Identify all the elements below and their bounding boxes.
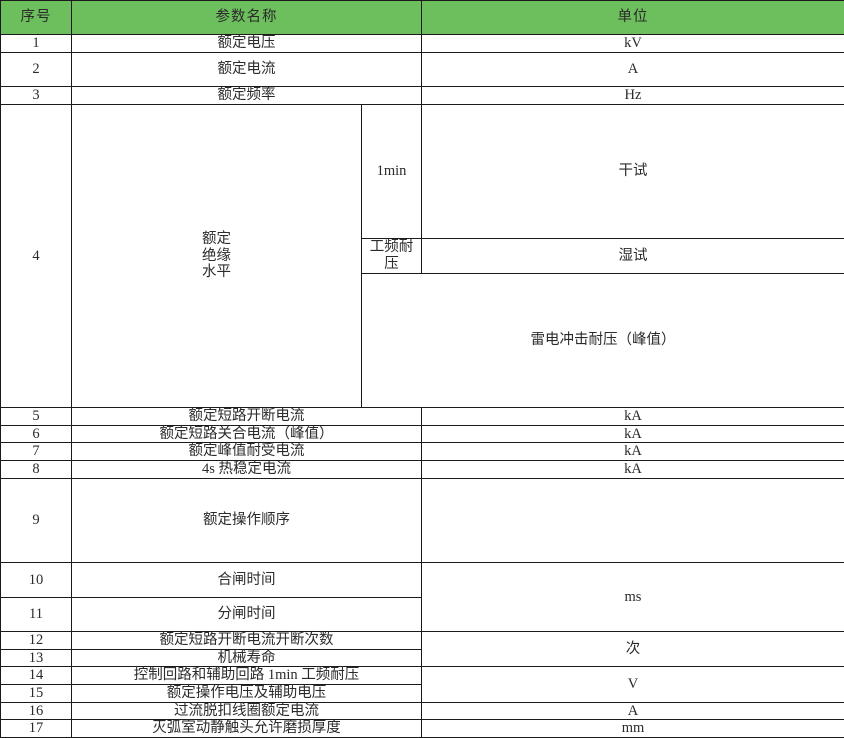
row-param-name: 额定电流 [72,53,422,87]
column-header-param: 参数名称 [72,1,422,35]
row-unit: Hz [422,87,844,105]
row-param-name: 灭弧室动静触头允许磨损厚度 [72,720,422,738]
table-row: 9 额定操作顺序 O-0.3s-CO-180s-CO [1,478,844,562]
column-header-unit: 单位 [422,1,844,35]
row-serial: 14 [1,667,72,685]
table-row: 17 灭弧室动静触头允许磨损厚度 mm 3 [1,720,844,738]
table-row: 3 额定频率 Hz 50 [1,87,844,105]
table-row: 16 过流脱扣线圈额定电流 A 5 [1,702,844,720]
row-serial: 10 [1,563,72,597]
row-unit: V [422,667,844,702]
row-param-name: 额定短路关合电流（峰值） [72,425,422,443]
row-serial: 16 [1,702,72,720]
row-serial: 11 [1,597,72,631]
row-unit: A [422,702,844,720]
table-row-insulation-1: 4 额定 绝缘 水平 1min 干试 kV 相间、对地 42/ 断口 48 [1,105,844,239]
table-row: 7 额定峰值耐受电流 kA 50 63 [1,443,844,461]
row-param-name: 额定峰值耐受电流 [72,443,422,461]
table-row: 12 额定短路开断电流开断次数 次 30 [1,631,844,649]
row-param-name: 过流脱扣线圈额定电流 [72,702,422,720]
table-header: 序号 参数名称 单位 数据 [1,1,844,35]
insulation-sub-param: 工频耐压 [362,239,422,273]
row-serial: 12 [1,631,72,649]
table-row: 5 额定短路开断电流 kA 20 25 [1,408,844,426]
insulation-group-label-line: 绝缘 [74,248,359,265]
row-serial: 7 [1,443,72,461]
row-unit: kA [422,425,844,443]
row-serial: 1 [1,35,72,53]
row-unit: kA [422,408,844,426]
column-header-serial: 序号 [1,1,72,35]
row-serial: 15 [1,684,72,702]
table-row: 6 额定短路关合电流（峰值） kA 50 63 [1,425,844,443]
row-param-name: 额定频率 [72,87,422,105]
row-unit: kA [422,461,844,479]
row-param-name: 控制回路和辅助回路 1min 工频耐压 [72,667,422,685]
row-param-name: 合闸时间 [72,563,422,597]
row-serial: 9 [1,478,72,562]
row-param-name: 额定短路开断电流 [72,408,422,426]
row-param-name: 额定电压 [72,35,422,53]
row-serial: 4 [1,105,72,408]
row-unit: kV [422,35,844,53]
row-unit: ms [422,563,844,632]
row-serial: 2 [1,53,72,87]
row-unit: mm [422,720,844,738]
table-row: 2 额定电流 A 630、1250 [1,53,844,87]
table-row: 14 控制回路和辅助回路 1min 工频耐压 V 2000 [1,667,844,685]
insulation-group-label: 额定 绝缘 水平 [72,105,362,408]
insulation-test-type: 湿试 [422,239,844,273]
row-unit: kA [422,443,844,461]
row-param-name: 额定操作顺序 [72,478,422,562]
row-serial: 6 [1,425,72,443]
row-unit [422,478,844,562]
insulation-group-label-line: 水平 [74,264,359,281]
table-body: 1 额定电压 kV 12 2 额定电流 A 630、1250 3 额定频率 Hz… [1,35,844,738]
row-param-name: 额定短路开断电流开断次数 [72,631,422,649]
row-serial: 17 [1,720,72,738]
insulation-sub-param: 1min [362,105,422,239]
row-param-name: 额定操作电压及辅助电压 [72,684,422,702]
row-param-name: 4s 热稳定电流 [72,461,422,479]
table-row: 8 4s 热稳定电流 kA 20 25 [1,461,844,479]
table-row: 10 合闸时间 ms ≤ 50 [1,563,844,597]
insulation-sub-param: 雷电冲击耐压（峰值） [362,273,844,407]
insulation-group-label-line: 额定 [74,231,359,248]
row-serial: 3 [1,87,72,105]
row-param-name: 分闸时间 [72,597,422,631]
row-unit: 次 [422,631,844,666]
row-serial: 13 [1,649,72,667]
header-row: 序号 参数名称 单位 数据 [1,1,844,35]
table-row: 1 额定电压 kV 12 [1,35,844,53]
row-param-name: 机械寿命 [72,649,422,667]
insulation-test-type: 干试 [422,105,844,239]
row-serial: 8 [1,461,72,479]
row-serial: 5 [1,408,72,426]
row-unit: A [422,53,844,87]
